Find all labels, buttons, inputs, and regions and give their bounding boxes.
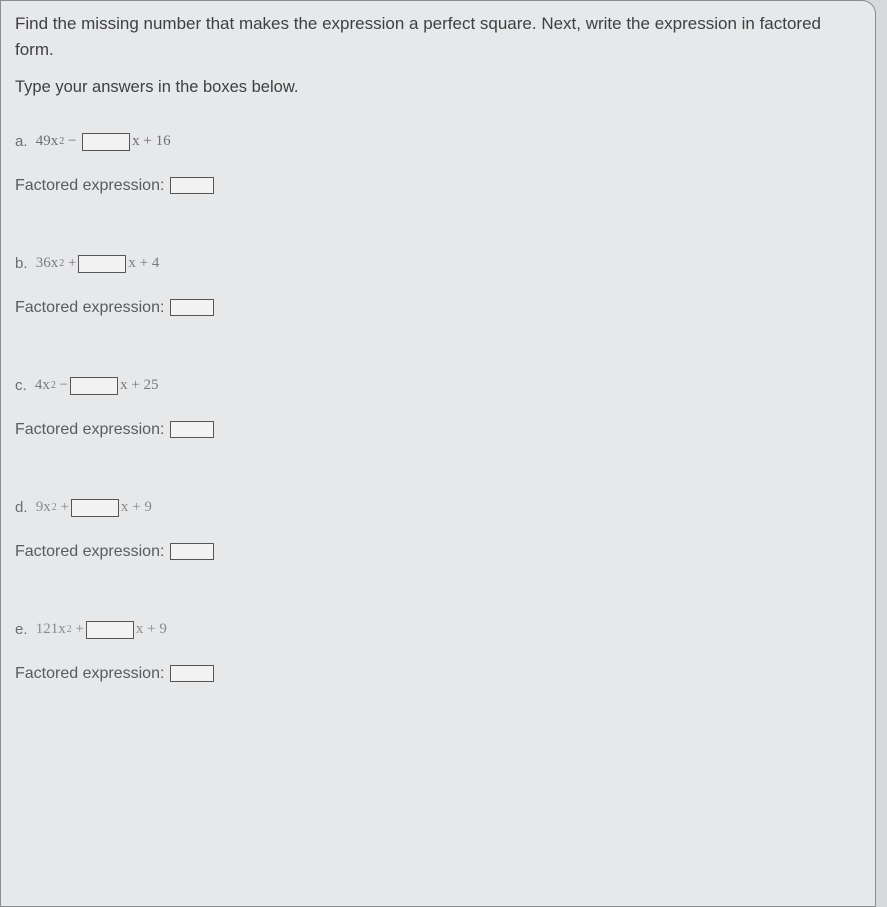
coef: 121 [36,621,59,638]
factored-label: Factored expression: [15,665,164,683]
op: + [57,499,69,516]
problem-b: b. 36x2 + x + 4 Factored expression: [15,255,855,317]
op: + [72,621,84,638]
var: x [51,255,59,272]
op: − [56,377,68,394]
coef-input[interactable] [71,499,119,517]
problem-c: c. 4x2 − x + 25 Factored expression: [15,377,855,439]
factored-line: Factored expression: [15,177,855,195]
var: x [51,133,59,150]
expression-line: b. 36x2 + x + 4 [15,255,855,273]
factored-input[interactable] [170,177,214,194]
factored-label: Factored expression: [15,299,164,317]
problem-d: d. 9x2 + x + 9 Factored expression: [15,499,855,561]
expression-line: a. 49x2 − x + 16 [15,133,855,151]
coef: 49 [36,133,51,150]
var: x [42,377,50,394]
tail: x + 4 [128,255,159,272]
expression-line: c. 4x2 − x + 25 [15,377,855,395]
tail: x + 9 [136,621,167,638]
problem-id: e. [15,621,32,638]
expression-line: e. 121x2 + x + 9 [15,621,855,639]
problem-id: a. [15,133,32,150]
worksheet-page: Find the missing number that makes the e… [0,0,876,907]
coef-input[interactable] [86,621,134,639]
subinstruction-text: Type your answers in the boxes below. [15,78,855,97]
coef-input[interactable] [70,377,118,395]
factored-label: Factored expression: [15,421,164,439]
factored-line: Factored expression: [15,543,855,561]
expression-line: d. 9x2 + x + 9 [15,499,855,517]
factored-line: Factored expression: [15,299,855,317]
op: − [64,133,80,150]
coef: 36 [36,255,51,272]
problem-e: e. 121x2 + x + 9 Factored expression: [15,621,855,683]
factored-line: Factored expression: [15,421,855,439]
coef-input[interactable] [78,255,126,273]
op: + [64,255,76,272]
factored-line: Factored expression: [15,665,855,683]
factored-input[interactable] [170,665,214,682]
tail: x + 25 [120,377,158,394]
tail: x + 9 [121,499,152,516]
problem-id: c. [15,377,31,394]
problem-id: b. [15,255,32,272]
problem-id: d. [15,499,32,516]
var: x [58,621,66,638]
factored-label: Factored expression: [15,543,164,561]
problem-a: a. 49x2 − x + 16 Factored expression: [15,133,855,195]
tail: x + 16 [132,133,170,150]
factored-input[interactable] [170,421,214,438]
coef: 9 [36,499,44,516]
factored-label: Factored expression: [15,177,164,195]
var: x [43,499,51,516]
coef: 4 [35,377,43,394]
factored-input[interactable] [170,543,214,560]
coef-input[interactable] [82,133,130,151]
factored-input[interactable] [170,299,214,316]
instruction-text: Find the missing number that makes the e… [15,11,855,64]
